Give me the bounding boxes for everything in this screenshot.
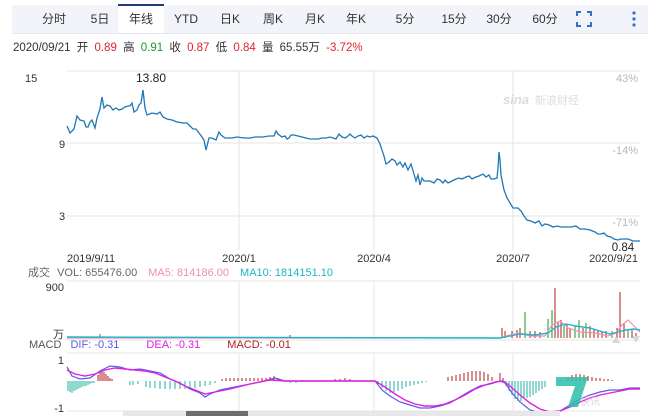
- scroll-down-icon: [632, 336, 640, 343]
- tab-4[interactable]: 日K: [219, 12, 240, 26]
- macd-tick-neg1: -1: [54, 403, 64, 415]
- svg-text:新浪财经: 新浪财经: [535, 93, 579, 107]
- volume-unit-label: 万: [53, 329, 64, 341]
- info-date: 2020/09/21: [13, 42, 71, 54]
- volume-value: 65.55万: [279, 42, 320, 54]
- svg-text:sina: sina: [503, 92, 529, 107]
- volume-label: 量: [261, 42, 274, 54]
- pct-tick-43: 43%: [616, 73, 638, 85]
- volume-scroll-arrows[interactable]: [612, 336, 640, 343]
- tab-3[interactable]: YTD: [174, 12, 198, 26]
- sina-watermark: sina 新浪财经: [503, 92, 579, 107]
- tab-10[interactable]: 30分: [486, 12, 512, 26]
- volume-bars: [99, 288, 637, 338]
- tab-7[interactable]: 年K: [345, 12, 366, 26]
- close-value: 0.87: [187, 42, 210, 54]
- time-range-scrollbar[interactable]: [123, 411, 560, 416]
- more-vertical-icon[interactable]: [624, 9, 644, 29]
- high-label: 高: [123, 42, 135, 54]
- dea-value: DEA: -0.31: [146, 339, 201, 351]
- volume-legend: 成交 VOL: 655476.00 MA5: 814186.00 MA10: 1…: [28, 264, 333, 280]
- vol-value: VOL: 655476.00: [57, 267, 138, 279]
- tab-9[interactable]: 15分: [441, 12, 467, 26]
- ma5-value: MA5: 814186.00: [148, 267, 229, 279]
- x-tick-2020-1: 2020/1: [222, 253, 256, 265]
- svg-text:快讯: 快讯: [580, 396, 600, 408]
- tab-1[interactable]: 5日: [90, 12, 110, 26]
- pct-tick-neg14: -14%: [612, 145, 638, 157]
- macd-value: MACD: -0.01: [227, 339, 291, 351]
- scrollbar-track: [123, 411, 560, 416]
- macd-dea-line: [66, 367, 640, 413]
- open-value: 0.89: [94, 42, 117, 54]
- x-tick-2020-9-21: 2020/9/21: [589, 253, 638, 265]
- macd-title: MACD: [29, 339, 62, 351]
- price-line: [66, 89, 640, 242]
- scroll-up-icon: [612, 336, 620, 343]
- ma10-value: MA10: 1814151.10: [240, 267, 334, 279]
- min-price-annotation: 0.84: [612, 242, 635, 254]
- pct-tick-neg71: -71%: [612, 217, 638, 229]
- tab-0[interactable]: 分时: [41, 12, 66, 26]
- change-percent: -3.72%: [326, 42, 363, 54]
- fullscreen-icon[interactable]: [574, 9, 594, 29]
- x-tick-2020-7: 2020/7: [496, 253, 530, 265]
- tab-2[interactable]: 年线: [118, 4, 164, 33]
- close-label: 收: [169, 42, 181, 54]
- y-tick-9: 9: [59, 139, 65, 151]
- macd-tick-1: 1: [58, 355, 64, 367]
- y-tick-15: 15: [25, 73, 37, 85]
- x-tick-2020-4: 2020/4: [357, 253, 391, 265]
- tab-6[interactable]: 月K: [304, 12, 325, 26]
- low-label: 低: [215, 42, 228, 54]
- tab-5[interactable]: 周K: [262, 12, 283, 26]
- price-grid: [67, 70, 640, 250]
- corner-logo-watermark: 快讯: [556, 377, 600, 408]
- volume-grid: [67, 280, 640, 341]
- open-label: 开: [76, 42, 89, 54]
- high-value: 0.91: [140, 42, 164, 54]
- volume-ma10-line: [66, 323, 641, 339]
- low-value: 0.84: [233, 42, 256, 54]
- max-price-annotation: 13.80: [136, 71, 166, 85]
- period-tab-bar: 分时 5日 年线 YTD 日K 周K 月K 年K 5分 15分 30分 60分: [12, 4, 648, 34]
- volume-tick-900: 900: [46, 282, 64, 294]
- scrollbar-thumb: [186, 411, 248, 416]
- dif-value: DIF: -0.31: [70, 339, 120, 351]
- macd-legend: MACD DIF: -0.31 DEA: -0.31 MACD: -0.01: [29, 339, 291, 351]
- ohlc-info-bar: 2020/09/21 开 0.89 高 0.91 收 0.87 低 0.84 量…: [13, 39, 366, 55]
- macd-grid: [67, 352, 640, 412]
- macd-histogram: [67, 371, 613, 401]
- x-tick-2019-9-11: 2019/9/11: [67, 253, 115, 265]
- tab-8[interactable]: 5分: [395, 12, 415, 26]
- tab-11[interactable]: 60分: [532, 12, 558, 26]
- volume-title: 成交: [28, 267, 50, 279]
- volume-ma5-line: [67, 319, 641, 339]
- y-tick-3: 3: [59, 211, 65, 223]
